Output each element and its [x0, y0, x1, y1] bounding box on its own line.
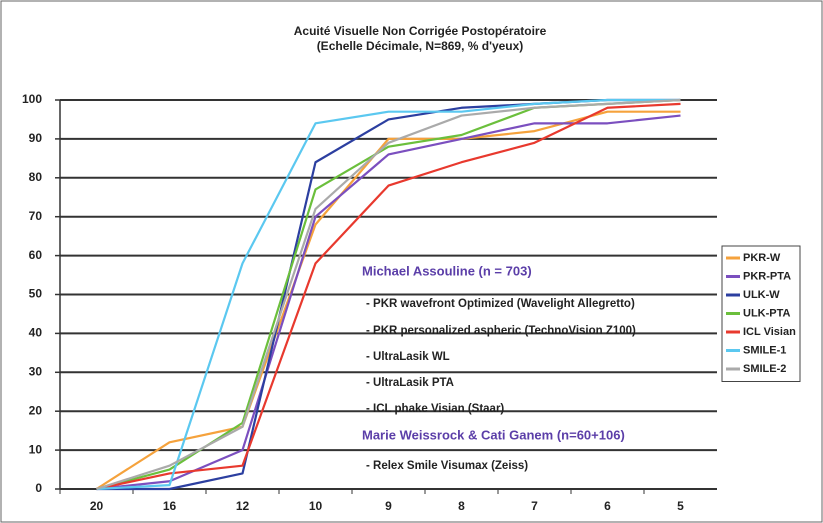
legend-label: PKR-PTA [743, 270, 791, 282]
x-tick-label: 16 [163, 499, 177, 513]
chart-title: Acuité Visuelle Non Corrigée Postopérato… [294, 24, 547, 38]
legend-label: SMILE-1 [743, 344, 786, 356]
y-tick-label: 70 [29, 209, 43, 223]
y-tick-label: 0 [35, 481, 42, 495]
y-tick-label: 80 [29, 170, 43, 184]
legend-label: PKR-W [743, 252, 781, 264]
series-line [96, 98, 681, 491]
annotation: - PKR personalized aspheric (TechnoVisio… [366, 325, 636, 337]
legend-label: SMILE-2 [743, 363, 786, 375]
annotation: - UltraLasik PTA [366, 377, 454, 389]
annotation: - PKR wavefront Optimized (Wavelight All… [366, 298, 635, 310]
y-tick-label: 30 [29, 364, 43, 378]
legend-label: ULK-W [743, 289, 780, 301]
x-tick-label: 6 [604, 499, 611, 513]
x-tick-label: 20 [90, 499, 104, 513]
annotation: - UltraLasik WL [366, 351, 450, 363]
annotation: Marie Weissrock & Cati Ganem (n=60+106) [362, 427, 625, 442]
y-tick-label: 100 [22, 92, 42, 106]
y-tick-label: 60 [29, 248, 43, 262]
annotation: - Relex Smile Visumax (Zeiss) [366, 460, 528, 472]
annotation: Michael Assouline (n = 703) [362, 263, 532, 278]
y-tick-label: 50 [29, 287, 43, 301]
series-line [95, 110, 681, 490]
legend-label: ICL Visian [743, 326, 796, 338]
y-tick-label: 90 [29, 131, 43, 145]
x-tick-label: 8 [458, 499, 465, 513]
y-tick-label: 40 [29, 326, 43, 340]
series-line [96, 102, 681, 491]
x-tick-label: 9 [385, 499, 392, 513]
x-tick-label: 5 [677, 499, 684, 513]
annotation: - ICL phake Visian (Staar) [366, 403, 504, 415]
legend-label: ULK-PTA [743, 307, 791, 319]
y-tick-label: 10 [29, 442, 43, 456]
y-tick-label: 20 [29, 403, 43, 417]
x-tick-label: 7 [531, 499, 538, 513]
x-tick-label: 10 [309, 499, 323, 513]
series-line [96, 98, 681, 491]
chart-subtitle: (Echelle Décimale, N=869, % d'yeux) [317, 39, 524, 53]
x-tick-label: 12 [236, 499, 250, 513]
